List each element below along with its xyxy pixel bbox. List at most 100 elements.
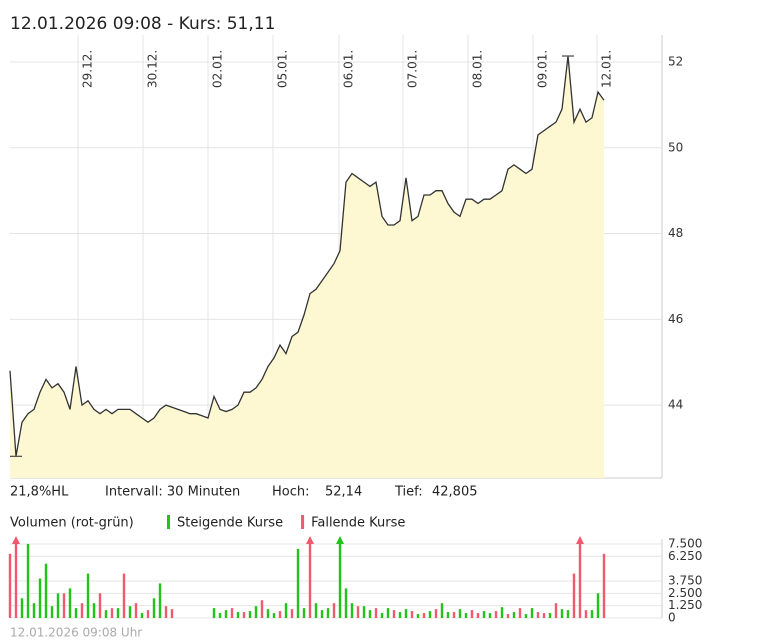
volume-bar <box>122 573 126 618</box>
y-tick-label: 50 <box>668 140 683 154</box>
volume-bar <box>14 539 18 618</box>
volume-bar <box>302 608 306 618</box>
x-tick-label: 07.01. <box>405 50 419 88</box>
volume-bar <box>560 609 564 618</box>
volume-bar <box>392 610 396 618</box>
y-tick-label: 1.250 <box>668 598 702 612</box>
volume-bar <box>566 610 570 618</box>
legend-swatch <box>167 515 170 529</box>
x-tick-label: 06.01. <box>341 50 355 88</box>
price-line <box>9 55 605 457</box>
volume-bar <box>26 543 30 618</box>
legend-label: Steigende Kurse <box>177 516 283 531</box>
footer: 12.01.2026 09:08 Uhr <box>10 626 142 640</box>
volume-bar <box>572 573 576 618</box>
volume-bar <box>248 611 252 618</box>
volume-bar <box>290 609 294 618</box>
volume-bar <box>68 588 72 618</box>
volume-bar <box>350 603 354 618</box>
overflow-arrow <box>335 536 344 544</box>
area-fill <box>10 56 604 478</box>
volume-bar <box>452 612 456 618</box>
volume-bar <box>524 614 528 618</box>
volume-bar <box>296 548 300 618</box>
volume-bar <box>338 539 342 618</box>
volume-bar <box>536 612 540 618</box>
volume-bar <box>92 603 96 618</box>
volume-bar <box>428 611 432 618</box>
volume-bar <box>554 603 558 618</box>
volume-bar <box>494 611 498 618</box>
x-tick-label: 05.01. <box>275 50 289 88</box>
volume-bar <box>422 613 426 618</box>
overflow-arrow <box>305 536 314 544</box>
volume-bar <box>362 606 366 618</box>
legend-label: Fallende Kurse <box>311 516 405 531</box>
y-tick-label: 44 <box>668 398 683 412</box>
volume-bar <box>368 610 372 618</box>
volume-bar <box>134 603 138 618</box>
volume-bar <box>446 612 450 618</box>
volume-bar <box>86 573 90 618</box>
volume-bar <box>212 608 216 618</box>
overflow-arrow <box>11 536 20 544</box>
x-tick-label: 12.01. <box>599 50 613 88</box>
volume-bar <box>278 611 282 618</box>
volume-bar <box>398 612 402 618</box>
volume-bar <box>224 610 228 618</box>
volume-bar <box>584 610 588 618</box>
volume-bar <box>356 606 360 618</box>
y-tick-label: 7.500 <box>668 536 702 550</box>
volume-bar <box>98 593 102 618</box>
volume-bar <box>548 613 552 618</box>
volume-bar <box>476 613 480 618</box>
y-tick-label: 3.750 <box>668 573 702 587</box>
volume-bar <box>590 610 594 618</box>
volume-bar <box>218 613 222 618</box>
volume-bar <box>326 608 330 618</box>
x-tick-label: 02.01. <box>210 50 224 88</box>
volume-bar <box>170 609 174 618</box>
volume-bar <box>374 608 378 618</box>
volume-bar <box>404 609 408 618</box>
volume-bar <box>416 614 420 618</box>
volume-bar <box>530 608 534 618</box>
volume-bar <box>434 609 438 618</box>
y-tick-label: 6.250 <box>668 549 702 563</box>
y-tick-label: 46 <box>668 312 683 326</box>
volume-bar <box>62 593 66 618</box>
volume-bar <box>146 610 150 618</box>
volume-bar <box>38 578 42 618</box>
volume-bar <box>332 603 336 618</box>
volume-bar <box>140 613 144 618</box>
volume-bar <box>602 553 606 618</box>
volume-bar <box>596 593 600 618</box>
volume-bar <box>320 610 324 618</box>
legend-swatch <box>301 515 305 529</box>
volume-bar <box>344 588 348 618</box>
volume-bar <box>260 600 264 618</box>
volume-bar <box>506 614 510 618</box>
volume-bar <box>128 606 132 618</box>
volume-bar <box>488 613 492 618</box>
info-range: 21,8%HL <box>10 485 69 500</box>
volume-bar <box>230 608 234 618</box>
volume-bar <box>458 609 462 618</box>
volume-bar <box>380 613 384 618</box>
x-tick-label: 08.01. <box>470 50 484 88</box>
volume-bar <box>110 608 114 618</box>
volume-bar <box>308 539 312 618</box>
x-tick-label: 09.01. <box>536 50 550 88</box>
volume-bar <box>440 603 444 618</box>
info-high: 52,14 <box>325 485 362 500</box>
volume-bar <box>80 603 84 618</box>
volume-bar <box>518 608 522 618</box>
volume-bar <box>482 611 486 618</box>
volume-bar <box>236 612 240 618</box>
volume-bar <box>20 598 24 618</box>
volume-bar <box>578 539 582 618</box>
volume-title: Volumen (rot-grün) <box>10 516 134 531</box>
volume-bar <box>152 598 156 618</box>
volume-bar <box>542 613 546 618</box>
